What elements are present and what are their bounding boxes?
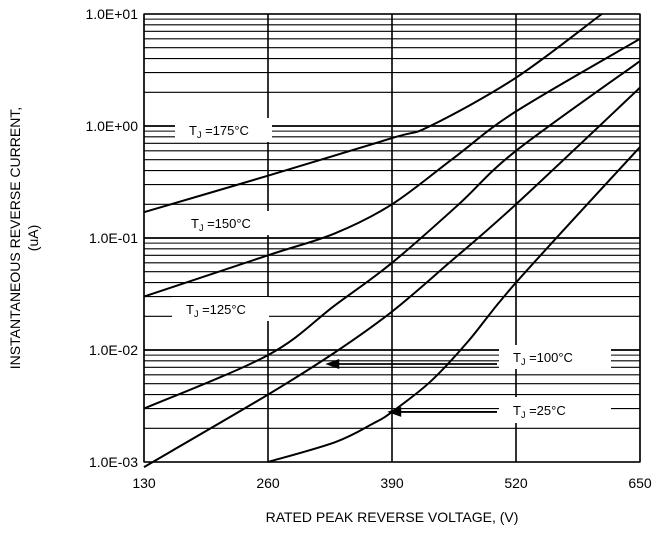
x-tick-label: 260 <box>256 475 280 491</box>
x-tick-label: 130 <box>132 475 156 491</box>
annotation-arrow-head <box>387 406 402 417</box>
series-line-1 <box>143 13 603 214</box>
annotation-label: TJ =125°C <box>186 302 246 319</box>
annotation-label: TJ =25°C <box>513 403 566 420</box>
y-tick-label: 1.0E+00 <box>85 118 138 134</box>
series-line-2 <box>143 37 641 298</box>
y-tick-label: 1.0E-01 <box>89 230 138 246</box>
annotation-box <box>177 211 274 235</box>
y-axis-title-line2: (uA) <box>25 225 41 251</box>
annotation-box <box>499 397 611 423</box>
series-line-5 <box>267 146 641 463</box>
annotation-label: TJ =175°C <box>189 123 249 140</box>
series-line-4 <box>143 86 641 468</box>
y-tick-label: 1.0E-03 <box>89 454 138 470</box>
plot-frame <box>143 13 641 463</box>
tick-layer: 130 260 390 520 650 1.0E-03 1.0E-02 1.0E-01 1.0E… <box>85 6 651 491</box>
annotation-label: TJ =150°C <box>191 216 251 233</box>
y-tick-label: 1.0E-02 <box>89 342 138 358</box>
annotation-label: TJ =100°C <box>513 350 573 367</box>
x-tick-label: 650 <box>628 475 652 491</box>
series-layer <box>143 13 641 468</box>
x-tick-label: 520 <box>504 475 528 491</box>
annotation-box <box>499 345 611 369</box>
x-tick-label: 390 <box>380 475 404 491</box>
series-line-3 <box>143 60 641 410</box>
annotation-box <box>175 118 272 142</box>
annotation-arrow-head <box>325 358 340 369</box>
annotation-layer: TJ =175°C TJ =150°C TJ =125°C TJ =100°C TJ =… <box>172 118 611 423</box>
annotation-box <box>172 297 269 321</box>
y-tick-label: 1.0E+01 <box>85 6 138 22</box>
y-axis-title-line1: INSTANTANEOUS REVERSE CURRENT, <box>7 107 23 369</box>
x-axis-title: RATED PEAK REVERSE VOLTAGE, (V) <box>266 509 519 525</box>
